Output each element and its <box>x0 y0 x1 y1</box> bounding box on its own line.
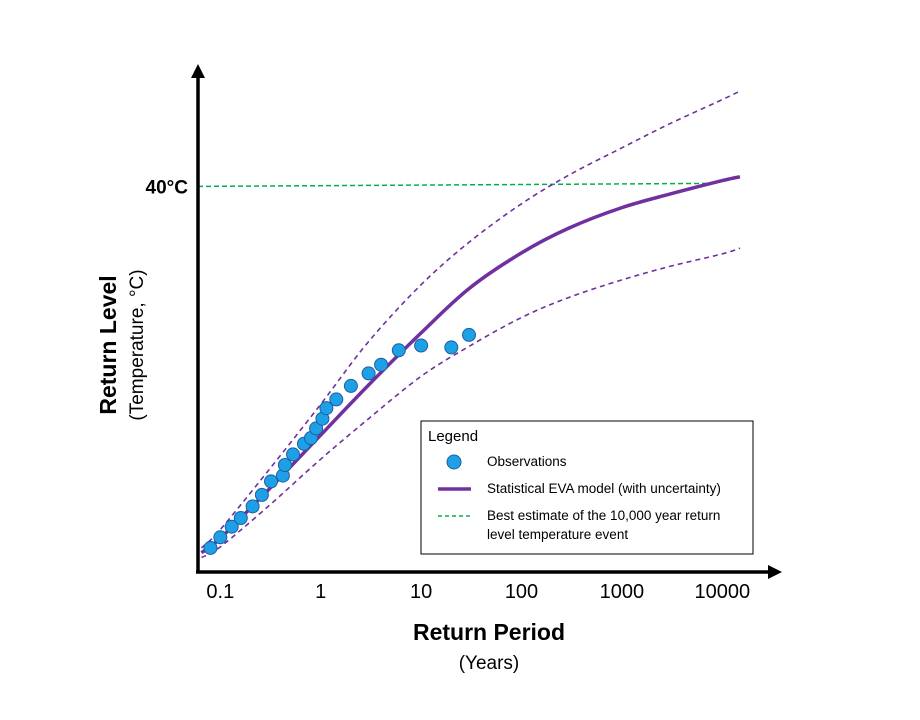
observation-point <box>277 458 292 472</box>
observation-point <box>319 401 334 416</box>
x-tick-label: 100 <box>505 581 538 603</box>
legend: Legend Observations Statistical EVA mode… <box>420 420 754 555</box>
eva-model-line <box>200 175 741 555</box>
observation-point <box>329 392 344 407</box>
observation-point <box>361 366 376 381</box>
x-axis-subtitle: (Years) <box>459 653 520 674</box>
x-tick-label: 0.1 <box>206 581 234 603</box>
observation-point <box>391 343 406 358</box>
upper-uncertainty-line <box>200 90 741 549</box>
legend-box <box>420 420 754 555</box>
lower-uncertainty-line <box>201 247 741 559</box>
legend-observation-marker <box>446 454 462 470</box>
x-tick-label: 1 <box>315 581 326 603</box>
reference-line-40c <box>197 182 709 188</box>
x-axis-arrow-icon <box>768 565 782 579</box>
y-axis-title: Return Level <box>95 275 121 414</box>
observation-point <box>414 338 429 353</box>
legend-item-best-estimate-line2: level temperature event <box>487 527 628 542</box>
legend-item-observations: Observations <box>487 454 567 469</box>
observation-point <box>233 511 248 525</box>
observation-point <box>444 340 459 355</box>
observation-point <box>462 327 476 342</box>
legend-title: Legend <box>428 428 478 445</box>
observation-point <box>264 474 278 489</box>
observation-point <box>224 519 239 534</box>
x-tick-label: 10000 <box>694 581 750 603</box>
y-axis-subtitle: (Temperature, °C) <box>127 269 148 420</box>
observation-point <box>203 540 218 555</box>
plot-area <box>197 90 741 559</box>
y-axis-arrow-icon <box>191 64 205 78</box>
observation-point <box>245 499 260 514</box>
observation-point <box>309 421 324 436</box>
observation-point <box>213 530 228 545</box>
observation-point <box>374 357 389 372</box>
x-tick-label: 10 <box>410 581 432 603</box>
x-tick-labels: 0.1 1 10 100 1000 10000 <box>206 581 750 603</box>
x-axis-title: Return Period <box>413 619 565 645</box>
reference-line-label: 40°C <box>146 177 189 198</box>
x-tick-label: 1000 <box>600 581 645 603</box>
legend-item-best-estimate: Best estimate of the 10,000 year return <box>487 508 720 523</box>
observation-point <box>343 378 358 393</box>
legend-item-model: Statistical EVA model (with uncertainty) <box>487 481 721 496</box>
observation-point <box>286 447 300 462</box>
observation-point <box>254 487 269 502</box>
